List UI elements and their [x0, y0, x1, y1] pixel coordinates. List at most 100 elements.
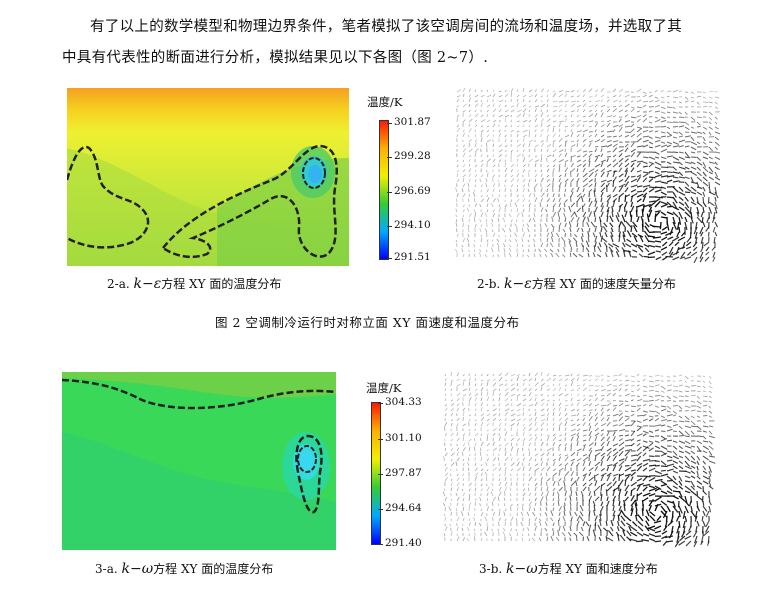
velocity-vector-stroke: [546, 114, 549, 118]
velocity-vector-stroke: [610, 235, 614, 243]
velocity-vector-stroke: [462, 93, 465, 98]
velocity-vector-stroke: [684, 490, 691, 494]
velocity-vector-stroke: [576, 402, 580, 407]
velocity-vector-stroke: [528, 207, 531, 213]
velocity-vector-stroke: [510, 427, 513, 432]
velocity-vector-stroke: [642, 104, 647, 108]
velocity-vector-stroke: [534, 428, 539, 432]
velocity-vector-stroke: [672, 156, 680, 161]
velocity-vector-stroke: [648, 399, 654, 402]
velocity-vector-stroke: [456, 228, 458, 233]
velocity-vector-stroke: [468, 163, 471, 168]
velocity-vector-stroke: [564, 222, 567, 228]
velocity-vector-stroke: [636, 216, 640, 223]
velocity-vector-stroke: [490, 491, 494, 497]
velocity-vector-stroke: [558, 486, 563, 492]
velocity-vector-stroke: [641, 508, 644, 517]
velocity-vector-stroke: [516, 188, 519, 193]
velocity-vector-stroke: [570, 433, 576, 437]
velocity-vector-stroke: [618, 192, 625, 198]
velocity-vector-stroke: [528, 403, 534, 407]
velocity-vector-stroke: [545, 472, 548, 477]
velocity-vector-stroke: [498, 144, 502, 148]
velocity-vector-stroke: [522, 129, 528, 133]
velocity-vector-stroke: [582, 193, 586, 198]
velocity-vector-stroke: [678, 485, 684, 490]
velocity-vector-stroke: [558, 417, 562, 422]
velocity-vector-stroke: [624, 417, 630, 422]
fig3a-caption-prefix: 3-a.: [95, 562, 118, 576]
velocity-vector-stroke: [712, 226, 716, 233]
velocity-vector-stroke: [672, 131, 679, 134]
velocity-vector-stroke: [456, 398, 460, 402]
velocity-vector-stroke: [708, 90, 714, 93]
velocity-vector-stroke: [624, 114, 629, 118]
velocity-vector-stroke: [528, 154, 530, 158]
velocity-vector-stroke: [456, 124, 460, 128]
velocity-vector-stroke: [552, 109, 558, 113]
velocity-vector-stroke: [480, 102, 483, 108]
velocity-vector-stroke: [558, 422, 563, 427]
velocity-vector-stroke: [606, 485, 613, 492]
velocity-vector-stroke: [648, 440, 654, 443]
velocity-vector-stroke: [534, 155, 538, 158]
velocity-vector-stroke: [504, 447, 507, 452]
velocity-vector-stroke: [474, 373, 477, 377]
velocity-vector-stroke: [486, 89, 489, 93]
velocity-vector-stroke: [606, 421, 611, 427]
velocity-vector-stroke: [444, 516, 446, 522]
velocity-vector-stroke: [582, 383, 586, 387]
velocity-vector-stroke: [552, 487, 556, 492]
velocity-vector-stroke: [606, 206, 610, 213]
velocity-vector-stroke: [654, 196, 664, 199]
velocity-vector-stroke: [443, 456, 446, 462]
velocity-vector-stroke: [474, 438, 476, 442]
velocity-vector-stroke: [468, 377, 471, 382]
velocity-vector-stroke: [702, 161, 707, 168]
velocity-vector-stroke: [690, 201, 697, 206]
velocity-vector-stroke: [624, 439, 632, 442]
velocity-vector-stroke: [576, 440, 579, 447]
velocity-vector-stroke: [558, 114, 561, 118]
velocity-vector-stroke: [468, 128, 472, 133]
velocity-vector-stroke: [568, 205, 572, 213]
velocity-vector-stroke: [666, 211, 674, 216]
velocity-vector-stroke: [642, 390, 647, 392]
velocity-vector-stroke: [444, 526, 448, 532]
velocity-vector-stroke: [708, 395, 712, 399]
velocity-vector-stroke: [678, 445, 684, 450]
velocity-vector-stroke: [462, 209, 465, 213]
velocity-vector-stroke: [557, 530, 560, 537]
velocity-vector-stroke: [606, 139, 612, 143]
velocity-vector-stroke: [626, 530, 632, 537]
velocity-vector-stroke: [690, 136, 695, 142]
velocity-vector-stroke: [546, 178, 550, 183]
velocity-vector-stroke: [612, 424, 618, 427]
velocity-vector-stroke: [678, 186, 684, 192]
velocity-vector-stroke: [450, 412, 453, 417]
velocity-vector-stroke: [444, 413, 447, 417]
velocity-vector-stroke: [594, 524, 597, 532]
velocity-vector-stroke: [606, 119, 611, 123]
velocity-vector-stroke: [510, 446, 514, 452]
velocity-vector-stroke: [672, 136, 678, 139]
velocity-vector-stroke: [468, 114, 472, 118]
velocity-vector-stroke: [552, 211, 557, 218]
velocity-vector-stroke: [497, 496, 500, 502]
velocity-vector-stroke: [480, 422, 484, 427]
velocity-vector-stroke: [708, 146, 714, 152]
velocity-vector-stroke: [484, 254, 488, 258]
velocity-vector-stroke: [606, 466, 610, 472]
velocity-vector-stroke: [558, 104, 563, 108]
velocity-vector-stroke: [636, 152, 641, 158]
velocity-vector-stroke: [678, 505, 683, 514]
velocity-vector-stroke: [594, 455, 597, 462]
velocity-vector-stroke: [582, 203, 586, 208]
velocity-vector-stroke: [636, 110, 640, 113]
velocity-vector-stroke: [696, 201, 703, 208]
velocity-vector-stroke: [612, 88, 617, 93]
velocity-vector-stroke: [606, 130, 613, 133]
velocity-vector-stroke: [570, 187, 574, 193]
velocity-vector-stroke: [624, 490, 628, 497]
velocity-vector-stroke: [654, 398, 660, 402]
